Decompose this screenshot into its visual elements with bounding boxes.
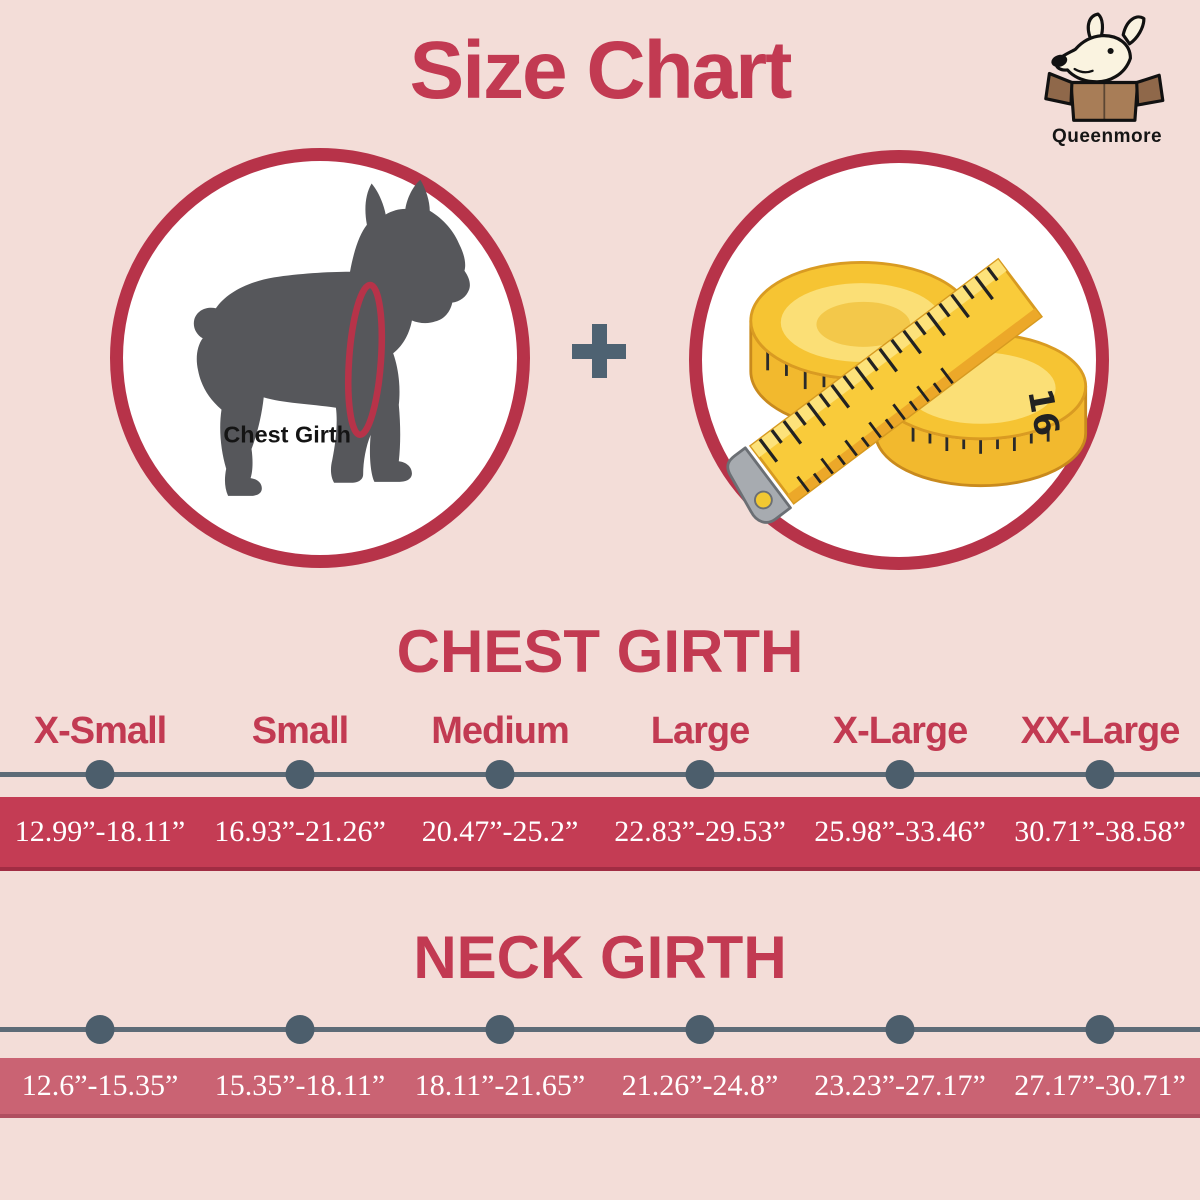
timeline-dot [485,1015,515,1044]
plus-icon [572,324,626,378]
timeline-dot [1085,760,1115,789]
neck-range-small: 15.35”-18.11” [214,1069,386,1102]
neck-range-large: 21.26”-24.8” [621,1069,779,1102]
chest-range-large: 22.83”-29.53” [614,815,786,848]
timeline-dot [85,760,115,789]
chest-size-axis [0,760,1200,789]
size-label-xxlarge: XX-Large [1020,710,1181,752]
dog-measure-illustration: Chest Girth [110,148,530,568]
measuring-tape-illustration: 16 [689,150,1109,570]
chest-range-xlarge: 25.98”-33.46” [814,815,986,848]
neck-range-xxlarge: 27.17”-30.71” [1014,1069,1186,1102]
dog-in-box-logo-icon [1044,12,1165,122]
neck-range-xsmall: 12.6”-15.35” [21,1069,179,1102]
neck-girth-heading: NECK GIRTH [413,924,787,991]
neck-range-medium: 18.11”-21.65” [414,1069,586,1102]
timeline-dot [885,1015,915,1044]
timeline-dot [285,1015,315,1044]
chest-girth-heading: CHEST GIRTH [396,618,804,685]
size-label-large: Large [650,710,750,752]
size-labels-row: X-Small Small Medium Large X-Large XX-La… [0,710,1200,753]
neck-size-axis [0,1015,1200,1044]
chest-girth-callout: Chest Girth [223,421,351,447]
page-title: Size Chart [409,25,793,116]
size-label-xsmall: X-Small [33,710,167,752]
timeline-dot [85,1015,115,1044]
measuring-tape-icon: 16 [726,257,1088,524]
brand-name: Queenmore [1051,126,1163,147]
size-label-small: Small [251,710,349,752]
chest-range-xxlarge: 30.71”-38.58” [1014,815,1186,848]
neck-ranges-band: 12.6”-15.35” 15.35”-18.11” 18.11”-21.65”… [0,1058,1200,1118]
french-bulldog-silhouette-icon: Chest Girth [193,179,470,496]
chest-ranges-band: 12.99”-18.11” 16.93”-21.26” 20.47”-25.2”… [0,797,1200,871]
timeline-dot [885,760,915,789]
brand-logo: Queenmore [1022,10,1192,148]
neck-range-xlarge: 23.23”-27.17” [814,1069,986,1102]
tape-number-label: 16 [1020,386,1067,439]
timeline-dot [1085,1015,1115,1044]
timeline-dot [685,1015,715,1044]
timeline-dot [685,760,715,789]
girth-loop-marker [344,281,386,439]
chest-range-small: 16.93”-21.26” [214,815,386,848]
timeline-dot [285,760,315,789]
chest-range-medium: 20.47”-25.2” [421,815,579,848]
timeline-dot [485,760,515,789]
size-label-xlarge: X-Large [832,710,968,752]
size-label-medium: Medium [431,710,570,752]
chest-range-xsmall: 12.99”-18.11” [14,815,186,848]
